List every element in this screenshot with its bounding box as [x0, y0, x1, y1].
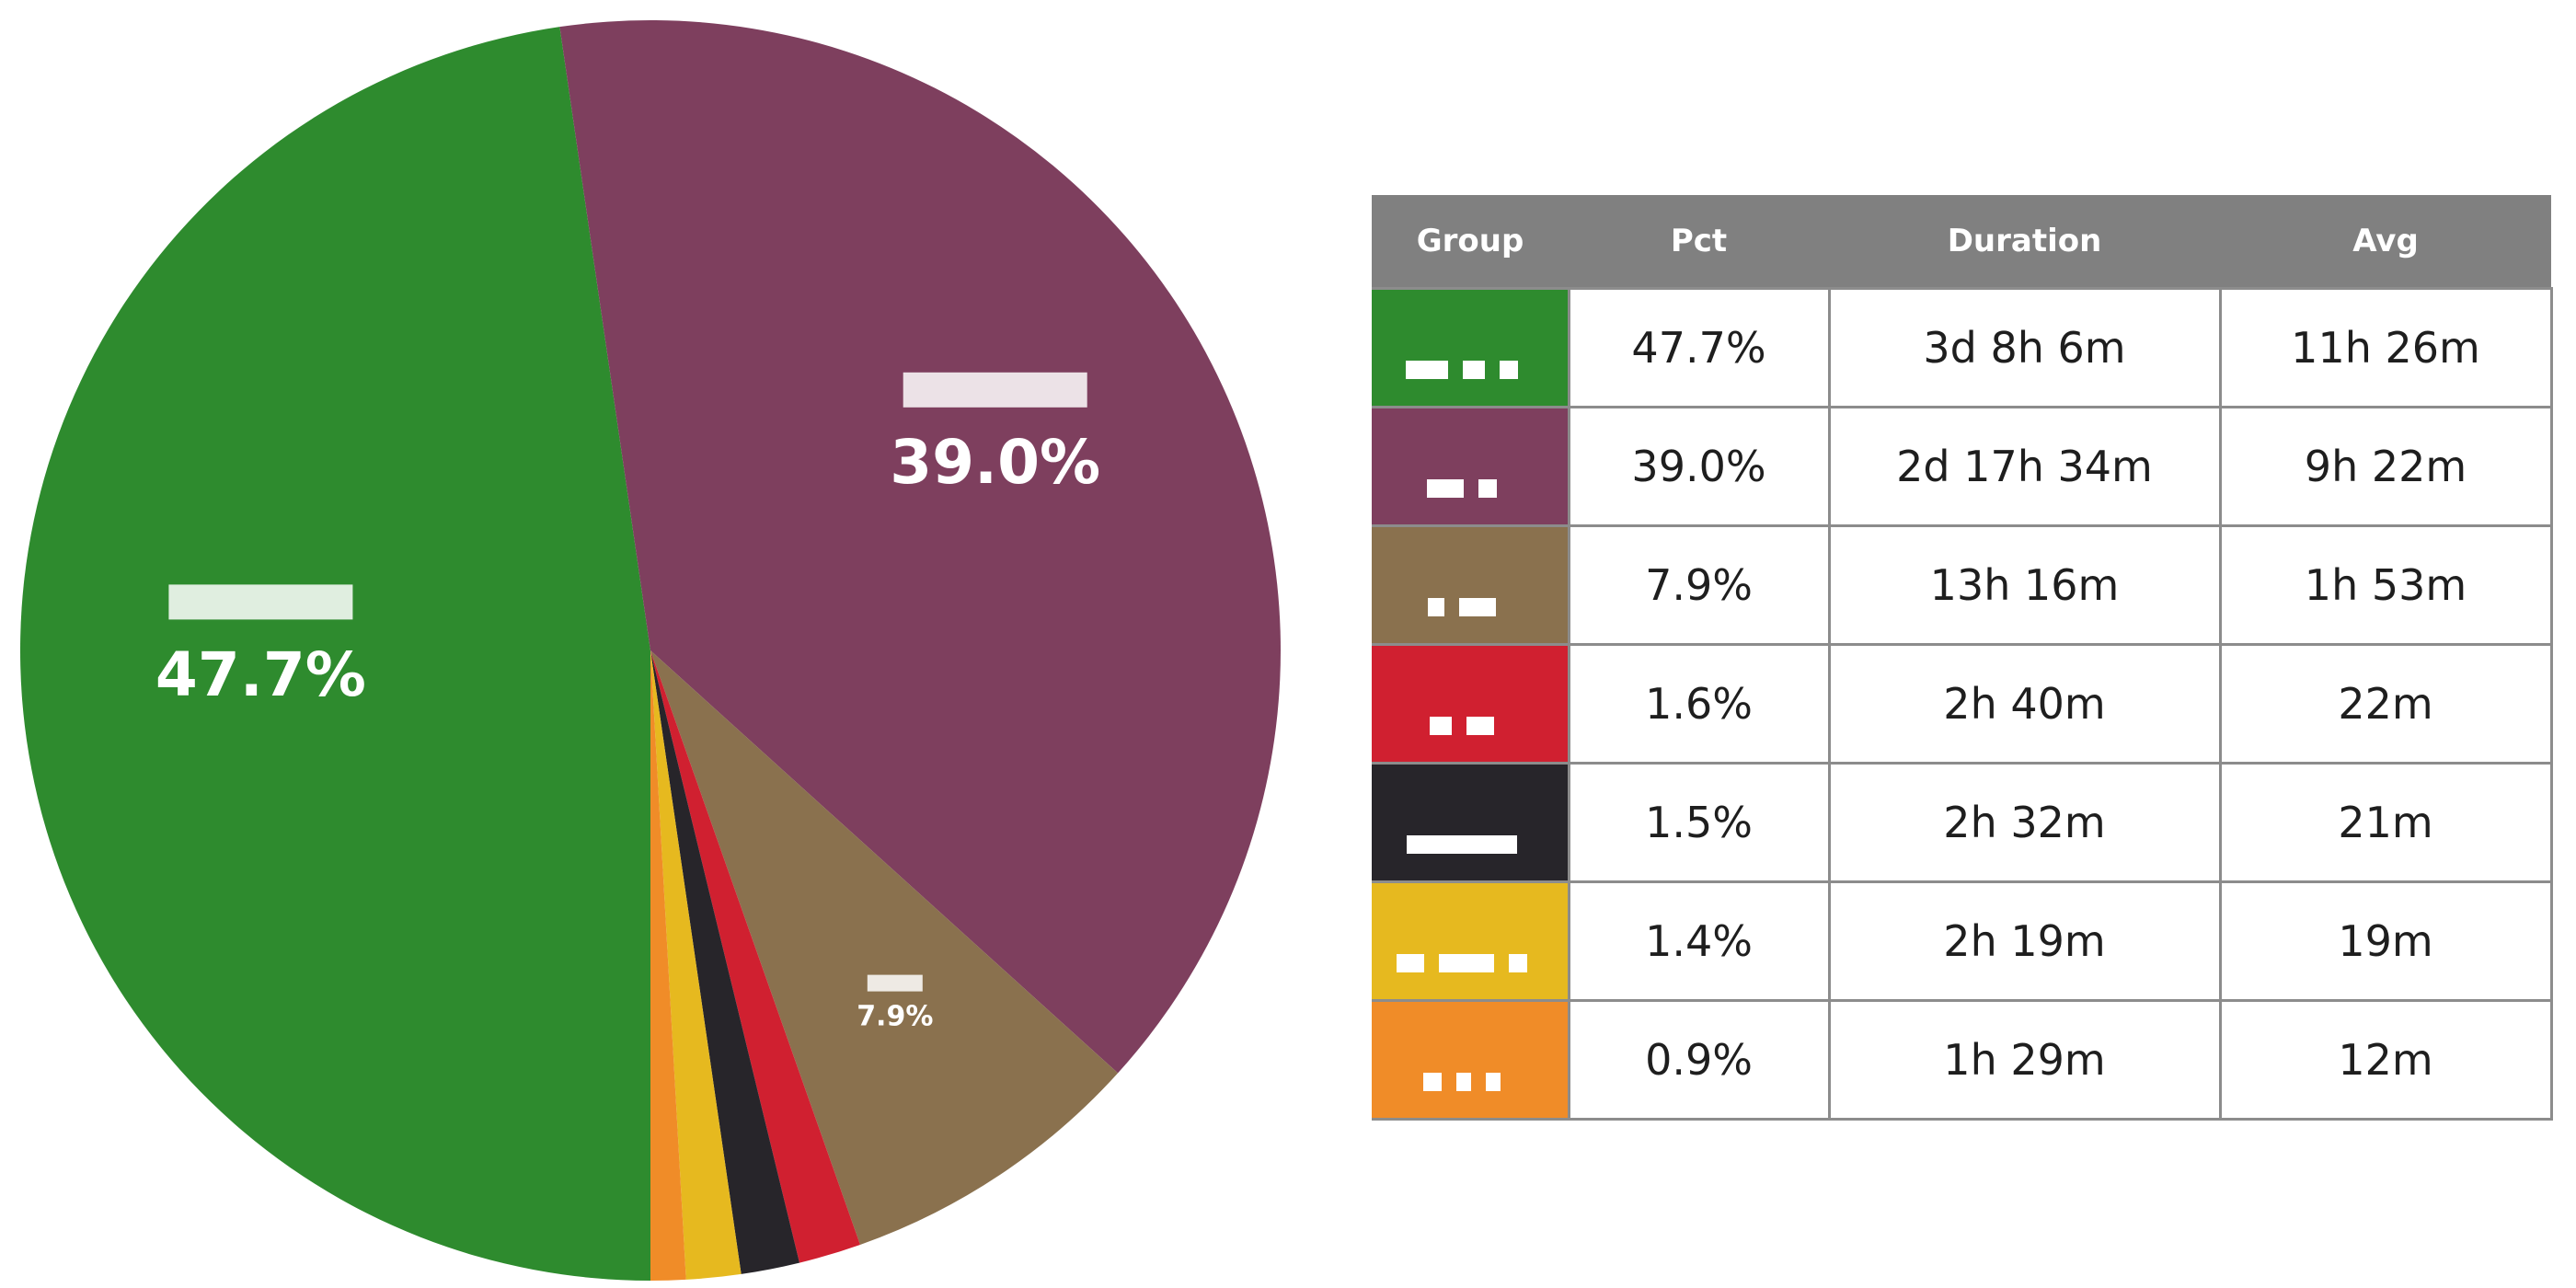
pie-slice-3	[650, 650, 860, 1263]
table-row: 39.0% 2d 17h 34m 9h 22m	[1372, 406, 2553, 527]
group-name-mask	[1427, 461, 1512, 498]
group-swatch-cell	[1372, 762, 1570, 883]
table-header-row: Group Pct Duration Avg	[1372, 195, 2551, 289]
group-swatch-cell	[1372, 287, 1570, 408]
group-name-mask	[1397, 936, 1542, 972]
group-name-mask	[1423, 1054, 1515, 1091]
avg-cell: 12m	[2218, 999, 2553, 1121]
pie-label-name-mask-0	[168, 584, 353, 620]
summary-table: Group Pct Duration Avg 47.7% 3d 8h 6m 11h …	[1372, 195, 2553, 1121]
table-row: 1.5% 2h 32m 21m	[1372, 762, 2553, 883]
group-name-mask	[1406, 342, 1533, 379]
duration-cell: 2h 32m	[1827, 762, 2222, 883]
duration-cell: 2d 17h 34m	[1827, 406, 2222, 527]
avg-cell: 21m	[2218, 762, 2553, 883]
duration-cell: 2h 19m	[1827, 880, 2222, 1002]
avg-cell: 22m	[2218, 643, 2553, 765]
table-row: 1.4% 2h 19m 19m	[1372, 880, 2553, 1002]
pie-slice-6	[650, 650, 686, 1281]
pie-slice-0	[19, 27, 650, 1281]
avg-cell: 11h 26m	[2218, 287, 2553, 408]
pie-chart: 47.7% 39.0% 7.9%	[19, 19, 1281, 1281]
duration-cell: 3d 8h 6m	[1827, 287, 2222, 408]
pie-slice-1	[559, 19, 1281, 1074]
pie-slice-4	[650, 650, 799, 1274]
pie-slice-5	[650, 650, 742, 1280]
group-swatch-cell	[1372, 643, 1570, 765]
column-header-group: Group	[1372, 195, 1569, 289]
column-header-duration: Duration	[1829, 195, 2220, 289]
pie-slice-2	[650, 650, 1119, 1245]
pct-cell: 47.7%	[1567, 287, 1831, 408]
column-header-avg: Avg	[2220, 195, 2551, 289]
pie-label-0: 47.7%	[155, 639, 366, 710]
table-row: 0.9% 1h 29m 12m	[1372, 999, 2553, 1121]
group-name-mask	[1407, 817, 1532, 854]
group-swatch-cell	[1372, 406, 1570, 527]
pie-label-1: 39.0%	[890, 427, 1100, 498]
group-name-mask	[1430, 698, 1509, 735]
pct-cell: 39.0%	[1567, 406, 1831, 527]
pie-label-name-mask-1	[903, 372, 1087, 408]
duration-cell: 13h 16m	[1827, 524, 2222, 646]
group-swatch-cell	[1372, 999, 1570, 1121]
group-name-mask	[1428, 580, 1511, 616]
duration-cell: 2h 40m	[1827, 643, 2222, 765]
pie-label-2: 7.9%	[857, 1001, 933, 1033]
pct-cell: 0.9%	[1567, 999, 1831, 1121]
pie-label-name-mask-2	[867, 974, 923, 992]
column-header-pct: Pct	[1569, 195, 1829, 289]
pct-cell: 1.6%	[1567, 643, 1831, 765]
pct-cell: 7.9%	[1567, 524, 1831, 646]
table-row: 47.7% 3d 8h 6m 11h 26m	[1372, 287, 2553, 408]
table-row: 7.9% 13h 16m 1h 53m	[1372, 524, 2553, 646]
pie-labels: 47.7% 39.0% 7.9%	[155, 372, 1100, 1033]
avg-cell: 9h 22m	[2218, 406, 2553, 527]
group-swatch-cell	[1372, 524, 1570, 646]
duration-cell: 1h 29m	[1827, 999, 2222, 1121]
avg-cell: 19m	[2218, 880, 2553, 1002]
pct-cell: 1.4%	[1567, 880, 1831, 1002]
pie-slices	[19, 19, 1281, 1281]
table-row: 1.6% 2h 40m 22m	[1372, 643, 2553, 765]
group-swatch-cell	[1372, 880, 1570, 1002]
table-body: 47.7% 3d 8h 6m 11h 26m 39.0% 2d 17h 34m 9h 22…	[1372, 287, 2553, 1121]
avg-cell: 1h 53m	[2218, 524, 2553, 646]
pct-cell: 1.5%	[1567, 762, 1831, 883]
